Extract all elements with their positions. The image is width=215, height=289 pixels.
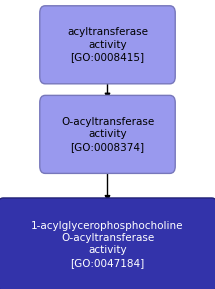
FancyBboxPatch shape: [0, 198, 215, 289]
Text: O-acyltransferase
activity
[GO:0008374]: O-acyltransferase activity [GO:0008374]: [61, 117, 154, 152]
Text: 1-acylglycerophosphocholine
O-acyltransferase
activity
[GO:0047184]: 1-acylglycerophosphocholine O-acyltransf…: [31, 221, 184, 268]
FancyBboxPatch shape: [40, 6, 175, 84]
Text: acyltransferase
activity
[GO:0008415]: acyltransferase activity [GO:0008415]: [67, 27, 148, 62]
FancyBboxPatch shape: [40, 95, 175, 173]
